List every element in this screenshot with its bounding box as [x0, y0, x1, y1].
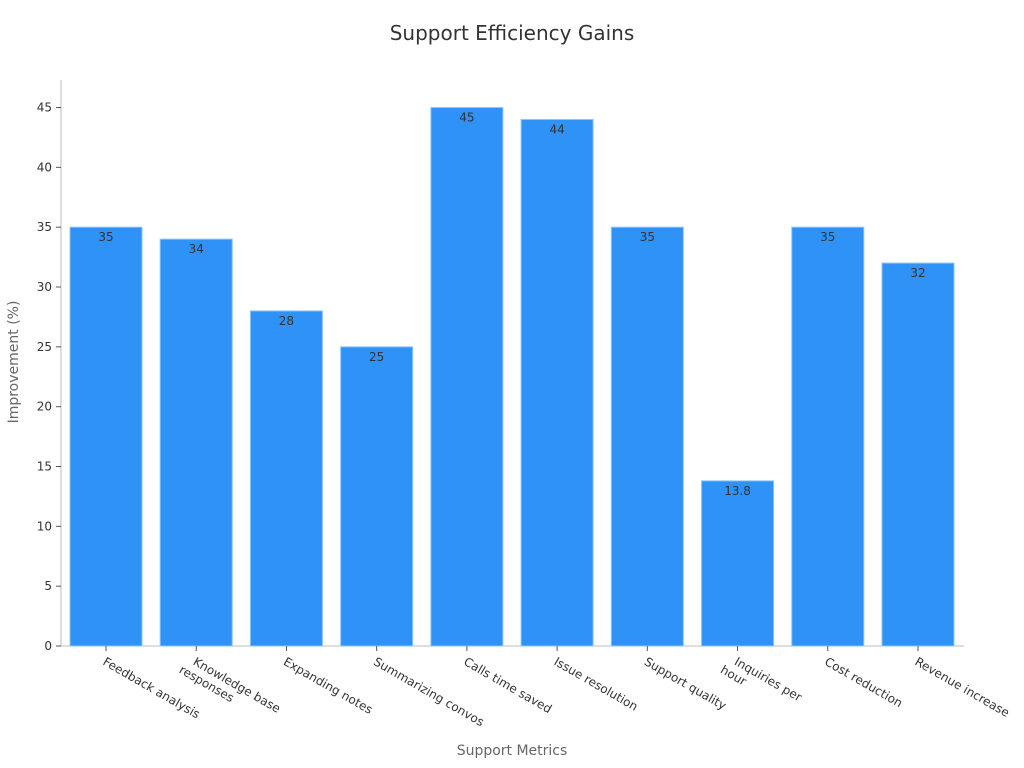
- bar: [610, 226, 684, 647]
- bar: [430, 107, 504, 647]
- data-label: 34: [189, 242, 204, 256]
- x-tick-label: Expanding notes: [281, 654, 375, 716]
- x-tick-label: Inquiries perhour: [718, 650, 804, 716]
- data-label: 45: [459, 111, 474, 125]
- x-tick-label: Issue resolution: [552, 654, 641, 713]
- data-label: 25: [369, 350, 384, 364]
- y-tick-label: 25: [37, 340, 52, 354]
- data-label: 35: [820, 230, 835, 244]
- data-label: 28: [279, 314, 294, 328]
- bar: [701, 480, 775, 647]
- x-tick-label: Calls time saved: [461, 654, 554, 716]
- x-tick-label: Cost reduction: [822, 654, 905, 710]
- data-label: 32: [910, 266, 925, 280]
- data-label: 13.8: [724, 484, 751, 498]
- x-tick-label-line: Cost reduction: [822, 654, 905, 710]
- y-tick-label: 30: [37, 280, 52, 294]
- y-tick-label: 5: [44, 579, 52, 593]
- y-tick-label: 0: [44, 639, 52, 653]
- chart-title: Support Efficiency Gains: [390, 21, 635, 45]
- y-tick-label: 20: [37, 400, 52, 414]
- y-tick-label: 10: [37, 519, 52, 533]
- x-tick-label-line: Support quality: [642, 654, 729, 712]
- bar: [881, 262, 955, 647]
- x-tick-label-line: Issue resolution: [552, 654, 641, 713]
- x-tick-label-line: Expanding notes: [281, 654, 375, 716]
- bar: [340, 346, 414, 647]
- data-label: 44: [549, 122, 564, 136]
- y-tick-label: 45: [37, 101, 52, 115]
- y-tick-label: 35: [37, 220, 52, 234]
- y-tick-label: 15: [37, 460, 52, 474]
- data-label: 35: [640, 230, 655, 244]
- y-tick-label: 40: [37, 160, 52, 174]
- y-ticks-layer: 0 5 10 15 20 25 30 35 40 45: [37, 101, 61, 653]
- x-tick-label-line: Revenue increase: [913, 654, 1012, 719]
- bar: [791, 226, 865, 647]
- bar: [520, 118, 594, 647]
- x-tick-label: Support quality: [642, 654, 729, 712]
- bar: [69, 226, 143, 647]
- x-tick-label-line: Calls time saved: [461, 654, 554, 716]
- x-axis-label: Support Metrics: [457, 743, 568, 759]
- bar: [159, 238, 233, 647]
- data-label: 35: [98, 230, 113, 244]
- x-tick-label: Revenue increase: [913, 654, 1012, 719]
- y-axis-label: Improvement (%): [6, 301, 22, 424]
- bars-layer: 35 34 28 25 45 44 35 13.8 35 32: [69, 107, 955, 647]
- bar: [249, 310, 323, 647]
